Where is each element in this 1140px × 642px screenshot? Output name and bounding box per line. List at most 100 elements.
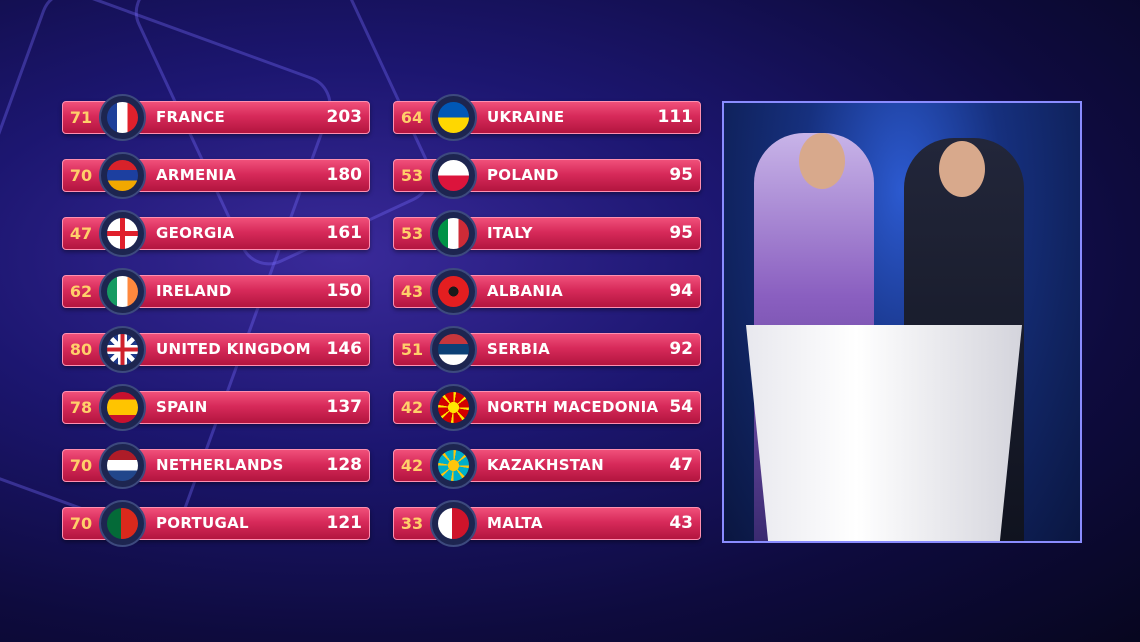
- jury-points: 80: [69, 340, 93, 359]
- country-name: GEORGIA: [156, 224, 235, 242]
- flag-badge: [99, 500, 146, 547]
- flag-icon: [438, 160, 469, 191]
- scoreboard-row: 70 NETHERLANDS 128: [62, 442, 370, 489]
- flag-badge: [99, 384, 146, 431]
- flag-icon: [438, 334, 469, 365]
- total-points: 111: [657, 107, 694, 127]
- jury-points: 47: [69, 224, 93, 243]
- country-name: ARMENIA: [156, 166, 237, 184]
- country-name: ITALY: [487, 224, 533, 242]
- flag-icon: [107, 218, 138, 249]
- country-name: KAZAKHSTAN: [487, 456, 604, 474]
- country-name: UKRAINE: [487, 108, 565, 126]
- flag-icon: [438, 508, 469, 539]
- flag-badge: [430, 442, 477, 489]
- jury-points: 51: [400, 340, 424, 359]
- flag-icon: [107, 276, 138, 307]
- flag-icon: [107, 334, 138, 365]
- flag-icon: [438, 102, 469, 133]
- presenter-head: [939, 141, 985, 197]
- jury-points: 70: [69, 514, 93, 533]
- total-points: 146: [326, 339, 363, 359]
- flag-badge: [430, 500, 477, 547]
- jury-points: 70: [69, 456, 93, 475]
- flag-badge: [430, 94, 477, 141]
- scoreboard-row: 42 NORTH MACEDONIA 54: [393, 384, 701, 431]
- country-name: MALTA: [487, 514, 543, 532]
- total-points: 95: [669, 223, 693, 243]
- flag-icon: [107, 450, 138, 481]
- scoreboard-row: 70 ARMENIA 180: [62, 152, 370, 199]
- total-points: 54: [669, 397, 693, 417]
- jury-points: 53: [400, 166, 424, 185]
- total-points: 180: [326, 165, 363, 185]
- jury-points: 64: [400, 108, 424, 127]
- flag-badge: [430, 326, 477, 373]
- total-points: 150: [326, 281, 363, 301]
- scoreboard-row: 47 GEORGIA 161: [62, 210, 370, 257]
- jury-points: 62: [69, 282, 93, 301]
- scoreboard-row: 62 IRELAND 150: [62, 268, 370, 315]
- total-points: 43: [669, 513, 693, 533]
- podium: [746, 325, 1022, 541]
- total-points: 95: [669, 165, 693, 185]
- scoreboard-row: 78 SPAIN 137: [62, 384, 370, 431]
- jury-points: 78: [69, 398, 93, 417]
- flag-badge: [430, 268, 477, 315]
- jury-points: 33: [400, 514, 424, 533]
- scoreboard-row: 70 PORTUGAL 121: [62, 500, 370, 547]
- jury-points: 43: [400, 282, 424, 301]
- country-name: NORTH MACEDONIA: [487, 398, 659, 416]
- flag-icon: [107, 160, 138, 191]
- jury-points: 71: [69, 108, 93, 127]
- total-points: 121: [326, 513, 363, 533]
- scoreboard-row: 53 POLAND 95: [393, 152, 701, 199]
- flag-icon: [107, 102, 138, 133]
- jury-points: 53: [400, 224, 424, 243]
- scoreboard-row: 33 MALTA 43: [393, 500, 701, 547]
- flag-badge: [430, 152, 477, 199]
- country-name: SPAIN: [156, 398, 208, 416]
- total-points: 92: [669, 339, 693, 359]
- presenter-head: [799, 133, 845, 189]
- scoreboard-row: 42 KAZAKHSTAN 47: [393, 442, 701, 489]
- flag-icon: [438, 450, 469, 481]
- total-points: 137: [326, 397, 363, 417]
- flag-icon: [107, 392, 138, 423]
- scoreboard-row: 71 FRANCE 203: [62, 94, 370, 141]
- country-name: SERBIA: [487, 340, 551, 358]
- presenters-video: [722, 101, 1082, 543]
- scoreboard-row: 51 SERBIA 92: [393, 326, 701, 373]
- flag-badge: [430, 210, 477, 257]
- flag-icon: [438, 276, 469, 307]
- flag-icon: [438, 218, 469, 249]
- flag-badge: [430, 384, 477, 431]
- total-points: 203: [326, 107, 363, 127]
- flag-badge: [99, 210, 146, 257]
- flag-badge: [99, 94, 146, 141]
- total-points: 161: [326, 223, 363, 243]
- scoreboard-row: 64 UKRAINE 111: [393, 94, 701, 141]
- jury-points: 70: [69, 166, 93, 185]
- jury-points: 42: [400, 456, 424, 475]
- country-name: PORTUGAL: [156, 514, 249, 532]
- scoreboard-row: 43 ALBANIA 94: [393, 268, 701, 315]
- flag-badge: [99, 442, 146, 489]
- total-points: 47: [669, 455, 693, 475]
- country-name: IRELAND: [156, 282, 232, 300]
- flag-badge: [99, 152, 146, 199]
- flag-badge: [99, 326, 146, 373]
- total-points: 94: [669, 281, 693, 301]
- flag-icon: [438, 392, 469, 423]
- country-name: ALBANIA: [487, 282, 564, 300]
- country-name: NETHERLANDS: [156, 456, 284, 474]
- country-name: UNITED KINGDOM: [156, 340, 311, 358]
- jury-points: 42: [400, 398, 424, 417]
- scoreboard-row: 53 ITALY 95: [393, 210, 701, 257]
- flag-icon: [107, 508, 138, 539]
- country-name: FRANCE: [156, 108, 226, 126]
- total-points: 128: [326, 455, 363, 475]
- country-name: POLAND: [487, 166, 559, 184]
- scoreboard-row: 80 UNITED KINGDOM 146: [62, 326, 370, 373]
- flag-badge: [99, 268, 146, 315]
